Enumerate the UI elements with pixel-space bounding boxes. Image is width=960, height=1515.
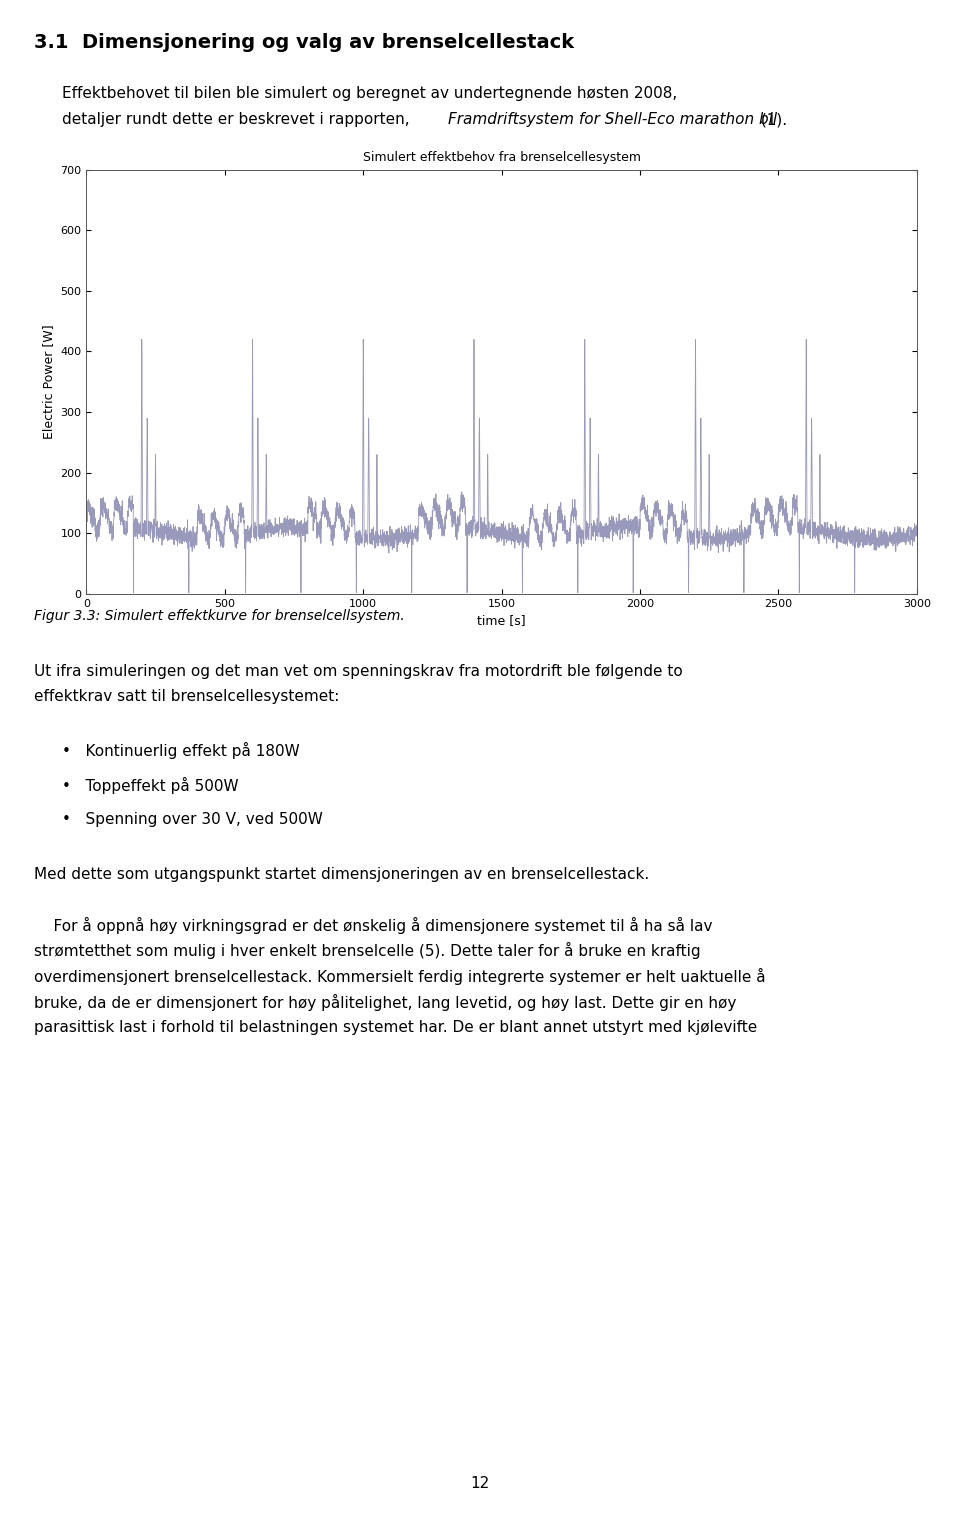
Text: •   Toppeffekt på 500W: • Toppeffekt på 500W <box>62 777 239 794</box>
Text: Framdriftsystem for Shell-Eco marathon bil: Framdriftsystem for Shell-Eco marathon b… <box>448 112 778 127</box>
Text: Figur 3.3: Simulert effektkurve for brenselcellsystem.: Figur 3.3: Simulert effektkurve for bren… <box>34 609 404 623</box>
Text: effektkrav satt til brenselcellesystemet:: effektkrav satt til brenselcellesystemet… <box>34 689 339 704</box>
Text: 12: 12 <box>470 1476 490 1491</box>
Text: •   Spenning over 30 V, ved 500W: • Spenning over 30 V, ved 500W <box>62 812 324 827</box>
X-axis label: time [s]: time [s] <box>477 614 526 627</box>
Text: Ut ifra simuleringen og det man vet om spenningskrav fra motordrift ble følgende: Ut ifra simuleringen og det man vet om s… <box>34 664 683 679</box>
Text: Med dette som utgangspunkt startet dimensjoneringen av en brenselcellestack.: Med dette som utgangspunkt startet dimen… <box>34 867 649 882</box>
Text: 3.1  Dimensjonering og valg av brenselcellestack: 3.1 Dimensjonering og valg av brenselcel… <box>34 33 574 53</box>
Text: bruke, da de er dimensjonert for høy pålitelighet, lang levetid, og høy last. De: bruke, da de er dimensjonert for høy pål… <box>34 994 736 1011</box>
Title: Simulert effektbehov fra brenselcellesystem: Simulert effektbehov fra brenselcellesys… <box>363 152 640 164</box>
Text: detaljer rundt dette er beskrevet i rapporten,: detaljer rundt dette er beskrevet i rapp… <box>62 112 415 127</box>
Text: (1).: (1). <box>756 112 787 127</box>
Y-axis label: Electric Power [W]: Electric Power [W] <box>42 324 55 439</box>
Text: strømtetthet som mulig i hver enkelt brenselcelle (5). Dette taler for å bruke e: strømtetthet som mulig i hver enkelt bre… <box>34 942 700 959</box>
Text: For å oppnå høy virkningsgrad er det ønskelig å dimensjonere systemet til å ha s: For å oppnå høy virkningsgrad er det øns… <box>34 917 712 933</box>
Text: •   Kontinuerlig effekt på 180W: • Kontinuerlig effekt på 180W <box>62 742 300 759</box>
Text: parasittisk last i forhold til belastningen systemet har. De er blant annet utst: parasittisk last i forhold til belastnin… <box>34 1020 756 1035</box>
Text: overdimensjonert brenselcellestack. Kommersielt ferdig integrerte systemer er he: overdimensjonert brenselcellestack. Komm… <box>34 968 765 985</box>
Text: Effektbehovet til bilen ble simulert og beregnet av undertegnende høsten 2008,: Effektbehovet til bilen ble simulert og … <box>62 86 678 102</box>
